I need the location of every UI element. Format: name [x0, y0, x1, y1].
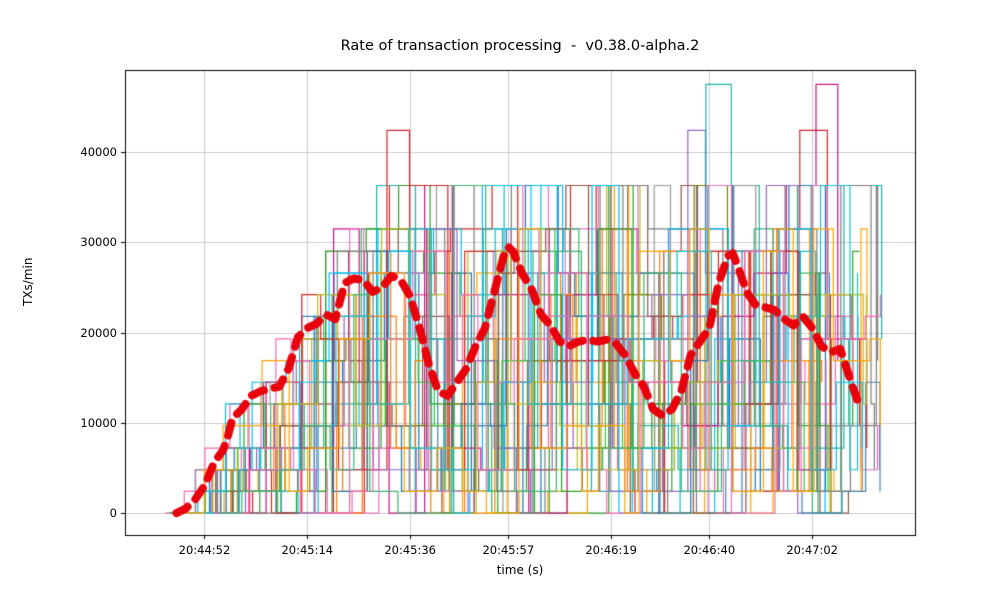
y-tick-label: 20000 [80, 325, 117, 340]
chart-title: Rate of transaction processing - v0.38.0… [340, 38, 700, 54]
y-tick-label: 0 [109, 506, 117, 521]
x-tick-label: 20:47:02 [786, 543, 838, 557]
y-tick-label: 10000 [80, 415, 117, 430]
x-axis-label: time (s) [496, 563, 544, 577]
y-tick-label: 40000 [80, 145, 117, 160]
x-tick-label: 20:46:19 [585, 543, 637, 557]
y-tick-label: 30000 [80, 235, 117, 250]
x-tick-label: 20:44:52 [178, 543, 231, 557]
x-tick-label: 20:45:36 [384, 543, 436, 557]
y-axis-label: TXs/min [21, 257, 35, 306]
x-tick-label: 20:46:40 [683, 543, 736, 557]
x-tick-label: 20:45:14 [281, 543, 334, 557]
x-tick-label: 20:45:57 [482, 543, 535, 557]
